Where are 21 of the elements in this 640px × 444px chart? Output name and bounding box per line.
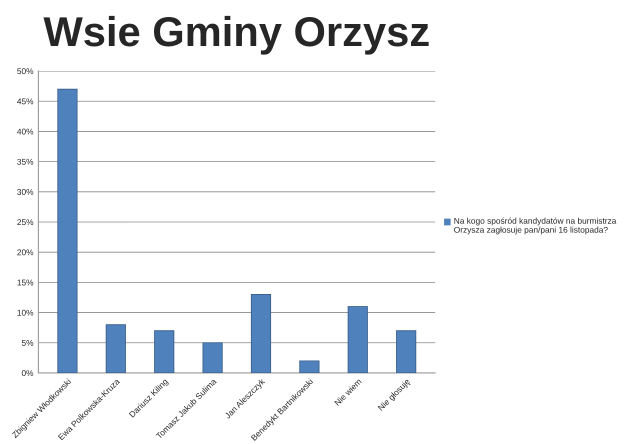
bar — [299, 360, 320, 373]
bar — [348, 306, 368, 373]
y-tick-label: 5% — [22, 340, 34, 346]
chart-title: Wsie Gminy Orzysz — [43, 16, 429, 55]
y-tick-label: 45% — [17, 98, 34, 104]
y-tick-label: 50% — [17, 68, 34, 74]
y-tick-label: 40% — [17, 128, 34, 135]
bar — [250, 294, 272, 373]
bar — [57, 88, 78, 373]
y-tick-label: 15% — [17, 280, 34, 286]
bar — [106, 324, 126, 373]
y-tick-label: 25% — [17, 219, 34, 226]
y-tick-label: 30% — [17, 189, 34, 195]
y-tick-label: 0% — [22, 370, 34, 376]
bar — [202, 342, 223, 373]
y-tick-label: 20% — [17, 249, 34, 256]
bar — [154, 330, 174, 373]
legend-label: Na kogo spośród kandydatów na burmistrza Orzysza zagłosuje pan/pani 16 listopada? — [454, 218, 616, 234]
y-tick-label: 35% — [17, 158, 34, 165]
y-tick-label: 10% — [17, 310, 34, 316]
bar — [396, 330, 416, 373]
